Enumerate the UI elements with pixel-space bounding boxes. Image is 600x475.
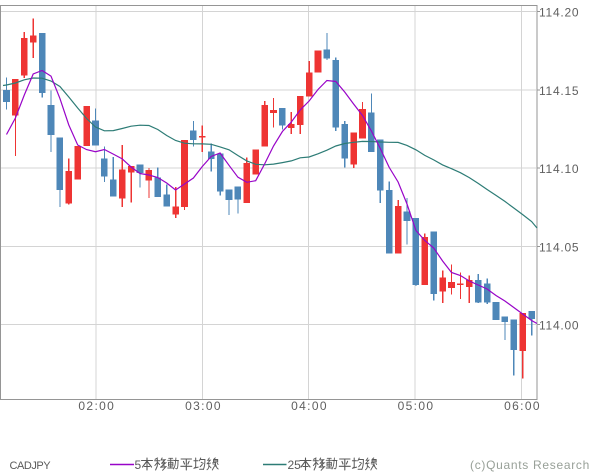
svg-text:114.20: 114.20 xyxy=(539,6,579,20)
svg-text:03:00: 03:00 xyxy=(185,399,222,413)
svg-text:114.15: 114.15 xyxy=(539,84,579,98)
svg-text:04:00: 04:00 xyxy=(291,399,328,413)
svg-text:(c)Quants Research: (c)Quants Research xyxy=(470,458,590,472)
svg-text:114.00: 114.00 xyxy=(539,319,579,333)
svg-text:02:00: 02:00 xyxy=(78,399,115,413)
svg-text:114.10: 114.10 xyxy=(539,162,579,176)
svg-text:25: 25 xyxy=(288,458,302,472)
svg-text:CADJPY: CADJPY xyxy=(10,460,52,472)
svg-text:05:00: 05:00 xyxy=(398,399,435,413)
svg-text:5: 5 xyxy=(135,458,142,472)
svg-text:06:00: 06:00 xyxy=(504,399,541,413)
svg-text:114.05: 114.05 xyxy=(539,240,579,254)
